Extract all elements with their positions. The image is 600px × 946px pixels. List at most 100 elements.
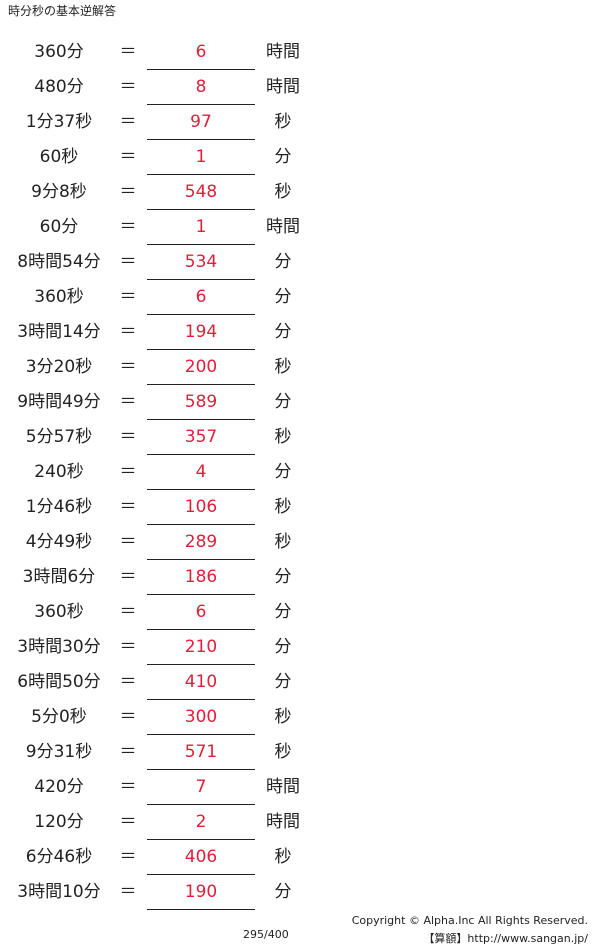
answer: 194 [184, 322, 218, 342]
expression: 5分0秒 [31, 707, 87, 727]
answer-line [147, 804, 255, 805]
answer-line [147, 629, 255, 630]
answer: 357 [184, 427, 218, 447]
unit: 秒 [274, 532, 292, 552]
answer-line [147, 139, 255, 140]
equals-sign: ＝ [119, 112, 137, 132]
unit: 秒 [274, 427, 292, 447]
equals-sign: ＝ [119, 882, 137, 902]
answer: 410 [184, 672, 218, 692]
expression: 3時間14分 [17, 322, 101, 342]
unit: 秒 [274, 112, 292, 132]
answer: 6 [195, 602, 207, 622]
answer-line [147, 489, 255, 490]
equals-sign: ＝ [119, 567, 137, 587]
unit: 分 [274, 392, 292, 412]
unit: 分 [274, 322, 292, 342]
expression: 3時間6分 [22, 567, 96, 587]
equals-sign: ＝ [119, 462, 137, 482]
answer: 1 [195, 147, 207, 167]
unit: 分 [274, 462, 292, 482]
equals-sign: ＝ [119, 357, 137, 377]
unit: 秒 [274, 847, 292, 867]
expression: 4分49秒 [25, 532, 93, 552]
answer-line [147, 314, 255, 315]
answer: 210 [184, 637, 218, 657]
expression: 9分8秒 [31, 182, 87, 202]
equals-sign: ＝ [119, 147, 137, 167]
answer-line [147, 419, 255, 420]
answer-line [147, 699, 255, 700]
answer-line [147, 734, 255, 735]
answer: 548 [184, 182, 218, 202]
expression: 5分57秒 [25, 427, 93, 447]
answer-line [147, 559, 255, 560]
equals-sign: ＝ [119, 77, 137, 97]
equals-sign: ＝ [119, 847, 137, 867]
equals-sign: ＝ [119, 42, 137, 62]
expression: 480分 [34, 77, 84, 97]
equals-sign: ＝ [119, 602, 137, 622]
answer: 190 [184, 882, 218, 902]
answer-line [147, 104, 255, 105]
answer: 534 [184, 252, 218, 272]
unit: 秒 [274, 742, 292, 762]
answer: 571 [184, 742, 218, 762]
unit: 時間 [266, 217, 300, 237]
unit: 秒 [274, 707, 292, 727]
expression: 360分 [34, 42, 84, 62]
equals-sign: ＝ [119, 322, 137, 342]
equals-sign: ＝ [119, 497, 137, 517]
equals-sign: ＝ [119, 217, 137, 237]
equals-sign: ＝ [119, 672, 137, 692]
equals-sign: ＝ [119, 392, 137, 412]
unit: 分 [274, 252, 292, 272]
expression: 8時間54分 [17, 252, 101, 272]
unit: 分 [274, 602, 292, 622]
unit: 分 [274, 637, 292, 657]
equals-sign: ＝ [119, 427, 137, 447]
expression: 240秒 [34, 462, 84, 482]
site: 【算額】http://www.sangan.jp/ [423, 932, 588, 945]
equals-sign: ＝ [119, 637, 137, 657]
answer: 7 [195, 777, 207, 797]
unit: 分 [274, 672, 292, 692]
expression: 60秒 [39, 147, 79, 167]
unit: 時間 [266, 812, 300, 832]
answer-line [147, 384, 255, 385]
unit: 分 [274, 882, 292, 902]
expression: 3時間10分 [17, 882, 101, 902]
answer-line [147, 69, 255, 70]
answer-line [147, 524, 255, 525]
expression: 420分 [34, 777, 84, 797]
answer-line [147, 909, 255, 910]
equals-sign: ＝ [119, 742, 137, 762]
equals-sign: ＝ [119, 707, 137, 727]
unit: 秒 [274, 357, 292, 377]
answer-line [147, 209, 255, 210]
answer: 1 [195, 217, 207, 237]
answer: 186 [184, 567, 218, 587]
equals-sign: ＝ [119, 777, 137, 797]
unit: 時間 [266, 77, 300, 97]
answer-line [147, 279, 255, 280]
expression: 6時間50分 [17, 672, 101, 692]
expression: 120分 [34, 812, 84, 832]
expression: 1分46秒 [25, 497, 93, 517]
answer-line [147, 174, 255, 175]
unit: 秒 [274, 182, 292, 202]
expression: 9分31秒 [25, 742, 93, 762]
equals-sign: ＝ [119, 182, 137, 202]
answer: 589 [184, 392, 218, 412]
unit: 時間 [266, 777, 300, 797]
unit: 分 [274, 567, 292, 587]
expression: 9時間49分 [17, 392, 101, 412]
answer-line [147, 594, 255, 595]
answer: 97 [190, 112, 212, 132]
answer-line [147, 769, 255, 770]
answer: 4 [195, 462, 207, 482]
expression: 3分20秒 [25, 357, 93, 377]
answer: 289 [184, 532, 218, 552]
answer-line [147, 874, 255, 875]
unit: 秒 [274, 497, 292, 517]
